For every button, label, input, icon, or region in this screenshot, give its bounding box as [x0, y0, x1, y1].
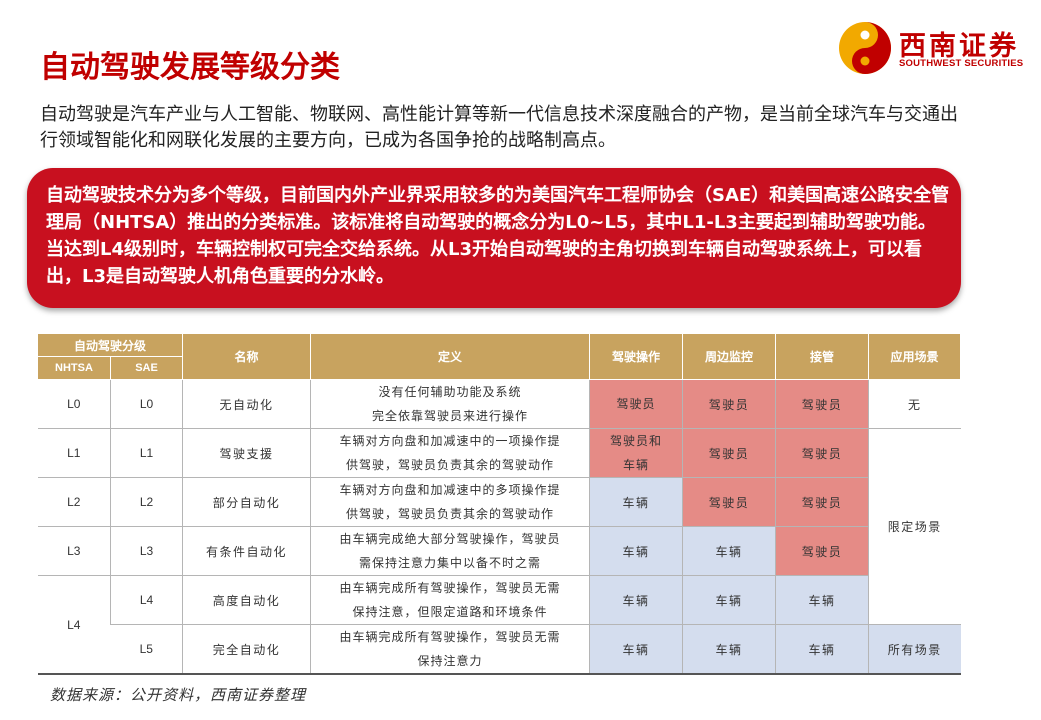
name-cell: 有条件自动化	[182, 526, 311, 576]
definition-cell: 由车辆完成所有驾驶操作，驾驶员无需 保持注意，但限定道路和环境条件	[310, 575, 590, 625]
scenario-cell: 所有场景	[868, 624, 961, 675]
operation-cell: 驾驶员和 车辆	[589, 428, 683, 478]
header-operation: 驾驶操作	[589, 333, 684, 380]
operation-cell: 车辆	[589, 575, 683, 625]
definition-cell: 没有任何辅助功能及系统 完全依靠驾驶员来进行操作	[310, 379, 590, 429]
nhtsa-cell: L0	[37, 379, 111, 429]
nhtsa-cell: L1	[37, 428, 111, 478]
scenario-cell-limited: 限定场景	[868, 428, 961, 625]
callout-box: 自动驾驶技术分为多个等级，目前国内外产业界采用较多的为美国汽车工程师协会（SAE…	[27, 168, 961, 308]
name-cell: 完全自动化	[182, 624, 311, 675]
table-row: L2 L2 部分自动化 车辆对方向盘和加减速中的多项操作提 供驾驶，驾驶员负责其余…	[37, 477, 961, 527]
definition-cell: 由车辆完成所有驾驶操作，驾驶员无需 保持注意力	[310, 624, 590, 675]
autonomy-level-table: 自动驾驶分级 名称 定义 驾驶操作 周边监控 接管 应用场景 NHTSA SAE…	[36, 333, 962, 675]
sae-cell: L5	[110, 624, 183, 675]
takeover-cell: 驾驶员	[775, 477, 869, 527]
monitoring-cell: 驾驶员	[682, 428, 776, 478]
takeover-cell: 车辆	[775, 575, 869, 625]
name-cell: 无自动化	[182, 379, 311, 429]
logo-name-cn: 西南证券	[899, 31, 1019, 62]
table-row: L3 L3 有条件自动化 由车辆完成绝大部分驾驶操作，驾驶员 需保持注意力集中以备…	[37, 526, 961, 576]
table-row: L0 L0 无自动化 没有任何辅助功能及系统 完全依靠驾驶员来进行操作 驾驶员 驾…	[37, 379, 961, 429]
sae-cell: L2	[109, 477, 183, 527]
monitoring-cell: 车辆	[682, 575, 776, 625]
company-logo: 西南证券 SOUTHWEST SECURITIES	[835, 18, 1030, 78]
header-sae: SAE	[109, 356, 184, 380]
takeover-cell: 驾驶员	[775, 428, 869, 478]
name-cell: 部分自动化	[182, 477, 311, 527]
sae-cell: L3	[109, 526, 183, 576]
monitoring-cell: 车辆	[682, 624, 776, 675]
takeover-cell: 驾驶员	[775, 379, 869, 429]
nhtsa-cell: L3	[37, 526, 111, 576]
table-row: L4 L4 高度自动化 由车辆完成所有驾驶操作，驾驶员无需 保持注意，但限定道路和…	[37, 575, 961, 675]
nhtsa-cell: L4	[37, 575, 111, 675]
header-takeover: 接管	[775, 333, 870, 380]
header-scenario: 应用场景	[868, 333, 962, 380]
nhtsa-cell: L2	[37, 477, 111, 527]
sae-cell: L4	[109, 575, 183, 625]
header-grade: 自动驾驶分级	[36, 333, 184, 357]
takeover-cell: 驾驶员	[775, 526, 869, 576]
definition-cell: 车辆对方向盘和加减速中的一项操作提 供驾驶，驾驶员负责其余的驾驶动作	[310, 428, 590, 478]
header-name: 名称	[182, 333, 312, 380]
name-cell: 高度自动化	[182, 575, 311, 625]
scenario-cell: 无	[868, 379, 961, 429]
callout-text: 自动驾驶技术分为多个等级，目前国内外产业界采用较多的为美国汽车工程师协会（SAE…	[46, 185, 950, 287]
operation-cell: 车辆	[589, 477, 683, 527]
header-nhtsa: NHTSA	[37, 356, 111, 380]
definition-cell: 由车辆完成绝大部分驾驶操作，驾驶员 需保持注意力集中以备不时之需	[310, 526, 590, 576]
monitoring-cell: 车辆	[682, 526, 776, 576]
table-row: L1 L1 驾驶支援 车辆对方向盘和加减速中的一项操作提 供驾驶，驾驶员负责其余的…	[37, 428, 961, 625]
page-title: 自动驾驶发展等级分类	[40, 50, 340, 85]
intro-paragraph: 自动驾驶是汽车产业与人工智能、物联网、高性能计算等新一代信息技术深度融合的产物，…	[40, 104, 958, 151]
table-row: L5 完全自动化 由车辆完成所有驾驶操作，驾驶员无需 保持注意力 车辆 车辆 车辆…	[38, 624, 961, 675]
name-cell: 驾驶支援	[182, 428, 311, 478]
operation-cell: 车辆	[589, 624, 683, 675]
logo-emblem-icon	[839, 22, 891, 74]
operation-cell: 驾驶员	[589, 379, 683, 429]
takeover-cell: 车辆	[775, 624, 869, 675]
data-source: 数据来源：公开资料，西南证券整理	[50, 686, 307, 704]
header-monitoring: 周边监控	[682, 333, 777, 380]
header-definition: 定义	[310, 333, 591, 380]
operation-cell: 车辆	[589, 526, 683, 576]
monitoring-cell: 驾驶员	[682, 379, 776, 429]
sae-cell: L0	[109, 379, 183, 429]
logo-name-en: SOUTHWEST SECURITIES	[899, 58, 1024, 69]
definition-cell: 车辆对方向盘和加减速中的多项操作提 供驾驶，驾驶员负责其余的驾驶动作	[310, 477, 590, 527]
sae-cell: L1	[109, 428, 183, 478]
monitoring-cell: 驾驶员	[682, 477, 776, 527]
